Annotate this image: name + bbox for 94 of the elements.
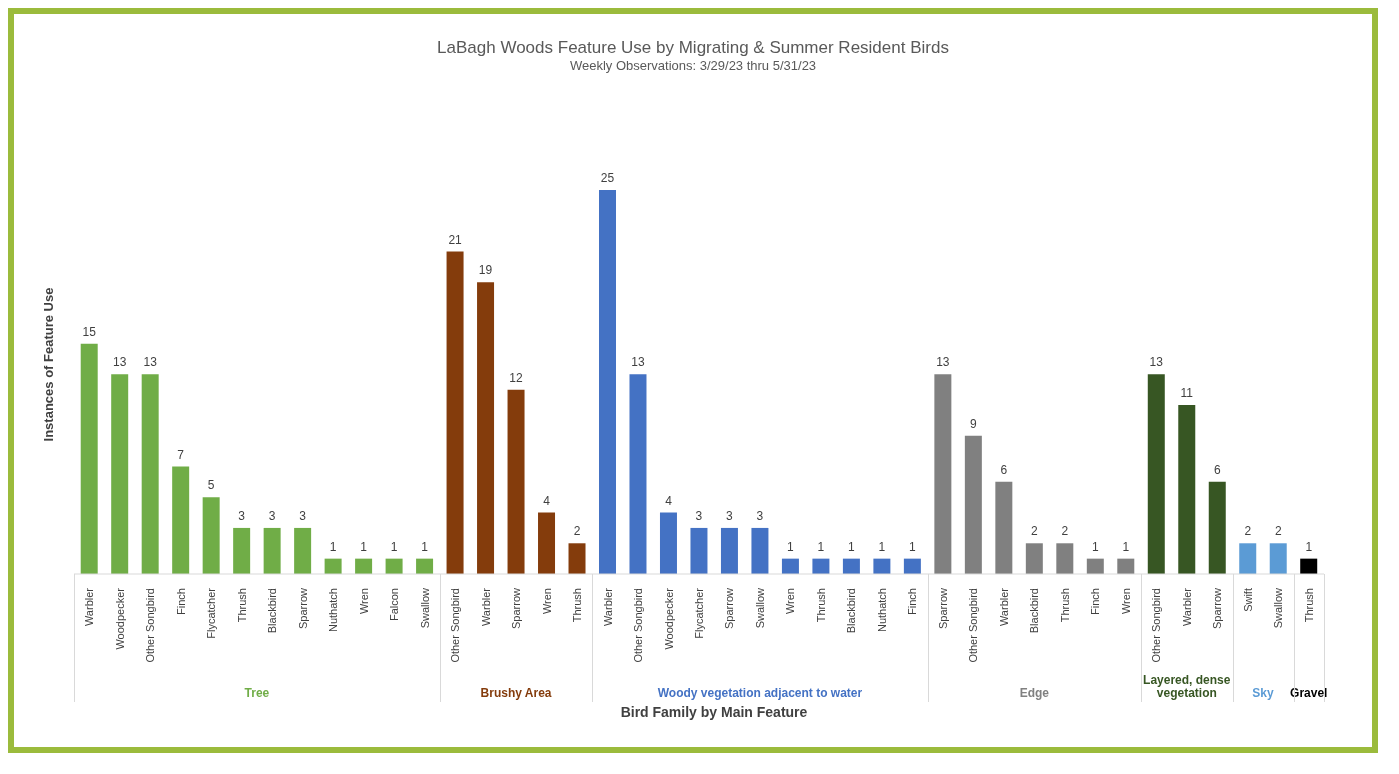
data-label: 9 xyxy=(970,416,978,431)
chart-subtitle: Weekly Observations: 3/29/23 thru 5/31/23 xyxy=(568,58,818,73)
x-tick-label: Woodpecker xyxy=(662,587,675,650)
data-label: 3 xyxy=(238,508,246,523)
data-label: 1 xyxy=(360,539,368,554)
x-tick-label: Wren xyxy=(357,588,370,615)
text: Sky xyxy=(1252,686,1274,700)
x-tick-label: Warbler xyxy=(601,587,614,627)
y-axis-title: Instances of Feature Use xyxy=(41,287,57,441)
text: Layered, dense vegetation xyxy=(1142,672,1232,700)
data-label: 1 xyxy=(848,539,856,554)
x-tick-label: Wren xyxy=(784,588,797,615)
x-tick-label: Swallow xyxy=(753,587,766,629)
x-tick-label: Finch xyxy=(174,588,187,615)
data-label: 1 xyxy=(421,539,429,554)
x-tick-label: Thrush xyxy=(814,588,827,623)
text: Tree xyxy=(243,685,271,700)
data-label: 2 xyxy=(1274,524,1282,539)
x-tick-label: Warbler xyxy=(479,587,492,627)
data-label: 1 xyxy=(329,539,337,554)
data-label: 13 xyxy=(1149,355,1164,370)
data-label: 2 xyxy=(573,524,581,539)
x-tick-label: Other Songbird xyxy=(449,588,462,663)
x-tick-label: Blackbird xyxy=(1028,588,1041,634)
x-tick-label: Wren xyxy=(540,588,553,615)
data-label: 3 xyxy=(268,508,276,523)
x-tick-label: Nuthatch xyxy=(327,588,340,633)
x-tick-label: Other Songbird xyxy=(1150,588,1163,663)
data-label: 1 xyxy=(909,539,917,554)
data-label: 3 xyxy=(756,508,764,523)
x-tick-label: Finch xyxy=(906,588,919,615)
x-tick-label: Other Songbird xyxy=(144,588,157,663)
data-label: 1 xyxy=(817,539,825,554)
x-tick-label: Sparrow xyxy=(723,587,736,629)
x-tick-label: Thrush xyxy=(1302,588,1315,623)
x-tick-label: Swift xyxy=(1241,588,1254,612)
x-tick-label: Woodpecker xyxy=(113,587,126,650)
data-label: 1 xyxy=(1091,539,1099,554)
data-label: 7 xyxy=(177,447,185,462)
x-tick-label: Thrush xyxy=(235,588,248,623)
x-tick-label: Swallow xyxy=(418,587,431,629)
x-tick-label: Sparrow xyxy=(510,587,523,629)
x-tick-label: Blackbird xyxy=(266,588,279,634)
data-label: 19 xyxy=(478,263,493,278)
x-tick-label: Sparrow xyxy=(936,587,949,629)
x-tick-label: Wren xyxy=(1119,588,1132,615)
x-tick-label: Nuthatch xyxy=(875,588,888,633)
data-label: 13 xyxy=(631,355,645,370)
data-label: 1 xyxy=(1122,539,1130,554)
data-label: 4 xyxy=(665,493,673,508)
data-label: 1 xyxy=(878,539,886,554)
data-label: 1 xyxy=(1305,539,1313,554)
x-tick-label: Thrush xyxy=(571,588,584,623)
data-label: 1 xyxy=(390,539,398,554)
data-label: 13 xyxy=(936,355,950,370)
data-label: 6 xyxy=(1000,462,1008,477)
data-label: 2 xyxy=(1030,524,1038,539)
data-label: 11 xyxy=(1180,386,1194,401)
data-label: 2 xyxy=(1061,524,1069,539)
data-label: 13 xyxy=(143,355,158,370)
x-tick-label: Warbler xyxy=(1180,587,1193,627)
data-label: 2 xyxy=(1244,524,1252,539)
x-tick-label: Thrush xyxy=(1058,588,1071,623)
data-label: 6 xyxy=(1213,462,1221,477)
text: Woody vegetation adjacent to water xyxy=(656,685,864,700)
data-label: 3 xyxy=(695,508,703,523)
x-tick-label: Other Songbird xyxy=(632,588,645,663)
frame-border: LaBagh Woods Feature Use by Migrating & Summer Resident Birds Weekly Observations: 3/29/23 thru 5/31/23 Instances of Feature Use Warbler Woodpecker Other Songbird Finch Flycatcher Thrush Blackbird Sparrow Nuthatch Wren Falcon Swallow Other Songbird Warbler Sparrow Wren Thrush Warbler Other Songbird Woodpecker Flycatcher Sparrow Swallow Wren Thrush Blackbird Nuthatch Finch Sparrow Other Songbird Warbler Blackbird Thrush Finch Wren Other Songbird Warbler Sparrow Swift Swallow Thrush 15 13 13 7 5 3 3 3 1 1 1 1 21 19 12 4 2 25 13 4 3 3 3 1 1 1 1 1 13 9 6 2 2 1 1 13 11 6 2 2 1 Tree Brushy Area Woody vegetation adjacent to water Edge Layered, dense vegetation Sky Gravel Bird Family by Main Feature xyxy=(8,8,1378,753)
x-tick-label: Sparrow xyxy=(1211,587,1224,629)
data-label: 15 xyxy=(82,324,97,339)
chart-title: LaBagh Woods Feature Use by Migrating & Summer Resident Birds xyxy=(436,38,950,58)
data-label: 21 xyxy=(448,232,463,247)
x-tick-label: Sparrow xyxy=(296,587,309,629)
x-tick-label: Falcon xyxy=(388,588,401,622)
x-tick-label: Other Songbird xyxy=(967,588,980,663)
x-tick-label: Blackbird xyxy=(845,588,858,634)
x-tick-label: Warbler xyxy=(83,587,96,627)
data-label: 1 xyxy=(787,539,795,554)
data-label: 3 xyxy=(299,508,307,523)
data-label: 5 xyxy=(207,478,215,493)
x-tick-label: Flycatcher xyxy=(693,587,705,639)
data-label: 4 xyxy=(543,493,551,508)
x-tick-label: Swallow xyxy=(1272,587,1285,629)
data-label: 13 xyxy=(113,355,127,370)
text: Edge xyxy=(1018,685,1051,700)
text: Brushy Area xyxy=(479,685,553,700)
x-tick-label: Finch xyxy=(1089,588,1102,615)
data-label: 12 xyxy=(509,370,524,385)
x-axis-title: Bird Family by Main Feature xyxy=(619,704,809,720)
x-tick-label: Warbler xyxy=(997,587,1010,627)
x-tick-label: Flycatcher xyxy=(205,587,218,639)
data-label: 3 xyxy=(726,508,734,523)
data-label: 25 xyxy=(600,171,615,186)
text: Gravel xyxy=(1290,685,1328,700)
